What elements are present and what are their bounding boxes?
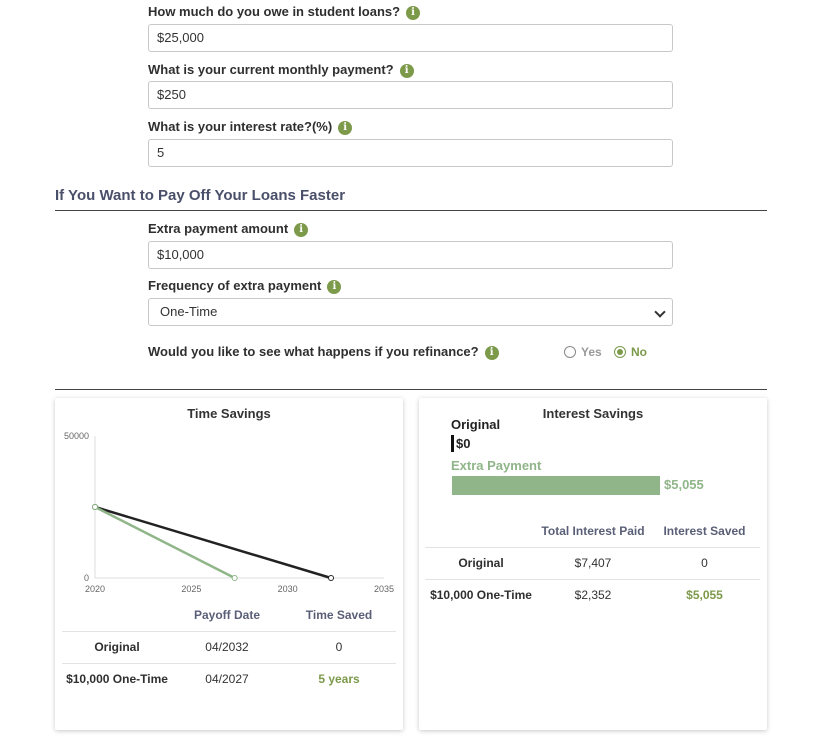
col-payoff-date: Payoff Date (193, 607, 261, 622)
table-row: Original $7,407 0 (425, 546, 760, 579)
interest-paid: $7,407 (537, 546, 649, 579)
bar-extra-payment (452, 476, 660, 495)
time-saved: 5 years (282, 662, 396, 695)
table-row: Original 04/2032 0 (62, 630, 396, 663)
row-label: Original (62, 630, 172, 663)
y-tick-label: 50000 (64, 431, 89, 441)
radio-circle (564, 346, 576, 358)
time-savings-chart: 2020 2025 2030 2035 0 50000 (64, 431, 394, 594)
monthly-payment-input[interactable]: $250 (148, 81, 673, 109)
data-point (328, 575, 335, 581)
divider (55, 210, 767, 211)
chevron-down-icon (654, 306, 666, 318)
row-label: $10,000 One-Time (62, 662, 172, 695)
bar-label-original: Original (451, 417, 501, 432)
x-tick-label: 2030 (278, 584, 298, 594)
section-title: If You Want to Pay Off Your Loans Faster (55, 187, 346, 204)
refinance-label: Would you like to see what happens if yo… (148, 344, 499, 360)
extra-label: Extra payment amount i (148, 221, 309, 237)
extra-payment-input[interactable]: $10,000 (148, 241, 673, 269)
x-tick-label: 2020 (85, 584, 105, 594)
owe-input[interactable]: $25,000 (148, 24, 673, 52)
payoff-date: 04/2032 (172, 630, 282, 663)
col-interest-saved: Interest Saved (663, 523, 746, 538)
interest-saved: $5,055 (649, 578, 760, 611)
series-line-extra-payment (94, 505, 236, 580)
col-total-interest: Total Interest Paid (541, 523, 645, 538)
bar-value-original: $0 (456, 436, 471, 451)
card-title: Time Savings (187, 406, 271, 421)
payment-label: What is your current monthly payment? i (148, 62, 414, 78)
frequency-label: Frequency of extra payment i (148, 278, 342, 294)
interest-savings-card: Interest Savings Original $0 Extra Payme… (419, 398, 767, 730)
info-icon[interactable]: i (338, 121, 353, 135)
y-tick-label: 0 (84, 573, 89, 583)
interest-rate-input[interactable]: 5 (148, 139, 673, 167)
bar-value-extra-payment: $5,055 (664, 477, 704, 492)
interest-paid: $2,352 (537, 578, 649, 611)
info-icon[interactable]: i (327, 280, 342, 294)
interest-savings-table: Total Interest Paid Interest Saved Origin… (425, 515, 760, 611)
radio-circle (614, 346, 626, 358)
row-label: Original (425, 546, 537, 579)
info-icon[interactable]: i (484, 346, 499, 360)
refinance-yes-radio[interactable]: Yes (564, 345, 602, 359)
row-label: $10,000 One-Time (425, 578, 537, 611)
radio-label: No (631, 345, 647, 359)
payoff-date: 04/2027 (172, 662, 282, 695)
data-point (231, 575, 238, 581)
series-line-original (94, 505, 332, 580)
bar-original (451, 435, 454, 452)
rate-label: What is your interest rate?(%) i (148, 119, 353, 135)
bar-label-extra-payment: Extra Payment (451, 458, 542, 473)
x-tick-label: 2035 (374, 584, 394, 594)
frequency-select[interactable]: One-Time (148, 298, 673, 326)
table-row: $10,000 One-Time $2,352 $5,055 (425, 578, 760, 611)
time-saved: 0 (282, 630, 396, 663)
info-icon[interactable]: i (406, 6, 421, 20)
frequency-select-value: One-Time (160, 304, 218, 319)
owe-label: How much do you owe in student loans? i (148, 4, 421, 20)
x-tick-label: 2025 (181, 584, 201, 594)
time-savings-table: Payoff Date Time Saved Original 04/2032 0 $… (62, 599, 396, 695)
interest-saved: 0 (649, 546, 760, 579)
info-icon[interactable]: i (399, 64, 414, 78)
card-title: Interest Savings (542, 406, 644, 421)
col-time-saved: Time Saved (305, 607, 373, 622)
info-icon[interactable]: i (294, 223, 309, 237)
divider (55, 389, 767, 390)
radio-label: Yes (581, 345, 602, 359)
data-point (92, 504, 98, 510)
table-row: $10,000 One-Time 04/2027 5 years (62, 662, 396, 695)
refinance-no-radio[interactable]: No (614, 345, 647, 359)
time-savings-card: Time Savings 2020 2025 2030 2035 0 50000 Payo… (55, 398, 403, 730)
